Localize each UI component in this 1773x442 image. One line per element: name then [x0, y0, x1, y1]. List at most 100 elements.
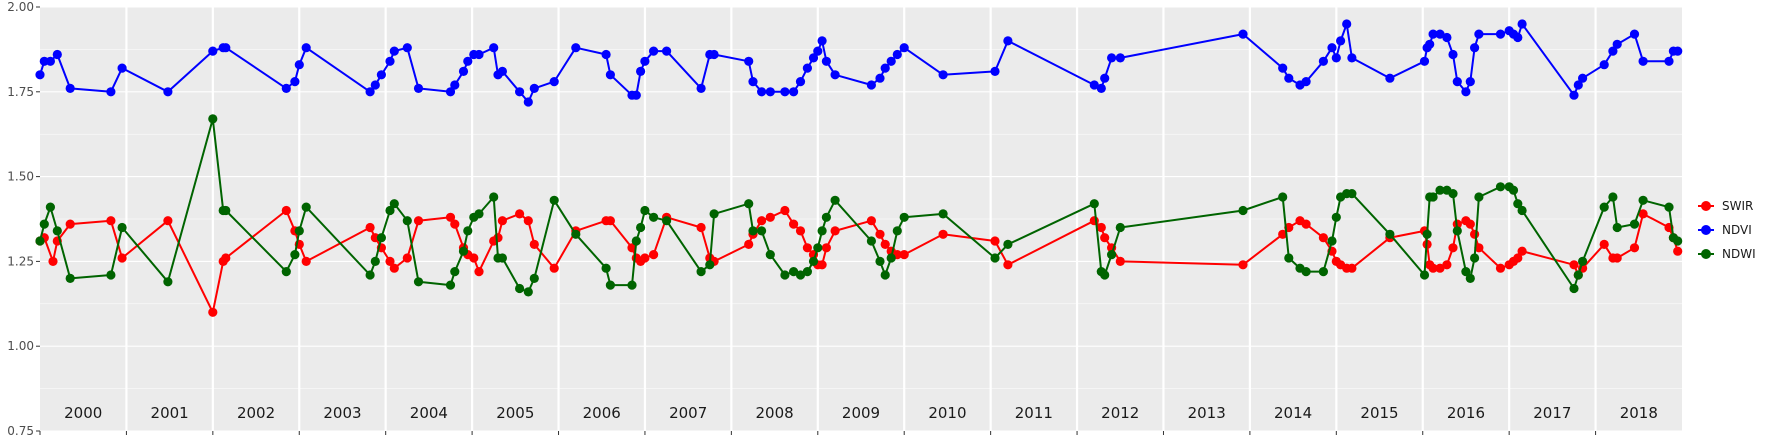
ndvi-point	[290, 77, 300, 87]
ndwi-point	[990, 253, 1000, 263]
ndvi-point	[1599, 60, 1609, 70]
ndwi-point	[1448, 189, 1458, 199]
ndvi-point	[1385, 73, 1395, 83]
ndwi-point	[529, 273, 539, 283]
swir-point	[765, 212, 775, 222]
series-layer	[35, 19, 1683, 317]
ndwi-point	[1673, 236, 1683, 246]
ndwi-point	[1573, 270, 1583, 280]
swir-point	[450, 219, 460, 229]
swir-point	[830, 226, 840, 236]
ndvi-point	[795, 77, 806, 87]
ndvi-point	[813, 46, 823, 56]
ndwi-point	[65, 273, 75, 283]
ndwi-point	[1612, 222, 1622, 233]
ndvi-point	[1003, 36, 1013, 46]
ndvi-point	[1425, 39, 1435, 49]
ndwi-point	[106, 270, 116, 280]
ndwi-point	[1100, 270, 1110, 280]
swir-point	[1318, 233, 1328, 243]
ndwi-point	[705, 260, 715, 270]
ndvi-point	[1318, 56, 1328, 66]
swir-point	[1100, 233, 1110, 243]
swir-point	[1465, 219, 1475, 229]
swir-point	[1612, 253, 1622, 263]
swir-point	[696, 222, 706, 233]
swir-point	[1115, 256, 1125, 266]
ndvi-point	[376, 70, 386, 80]
swir-point	[1096, 222, 1106, 233]
legend-item-ndvi: NDVI	[1698, 223, 1752, 237]
swir-point	[1569, 260, 1579, 270]
ndvi-point	[1089, 80, 1099, 90]
swir-point	[365, 222, 375, 233]
ndvi-point	[802, 63, 813, 73]
ndwi-point	[757, 226, 767, 236]
ndwi-point	[370, 256, 380, 266]
swir-point	[163, 216, 173, 226]
year-label: 2007	[669, 404, 707, 422]
ndvi-point	[1096, 83, 1106, 93]
ndvi-point	[221, 43, 231, 53]
legend-key-point	[1701, 249, 1711, 259]
ndwi-point	[1327, 236, 1337, 246]
ndvi-point	[1629, 29, 1640, 39]
major-gridlines	[40, 6, 1682, 432]
ndvi-point	[1419, 56, 1430, 66]
swir-point	[1301, 219, 1311, 229]
ndwi-point	[1517, 205, 1527, 216]
year-label: 2001	[151, 404, 189, 422]
swir-point	[1428, 263, 1438, 273]
y-tick-label: 1.25	[7, 254, 34, 268]
ndvi-point	[1278, 63, 1288, 73]
ndwi-point	[515, 283, 525, 294]
ndwi-point	[899, 212, 909, 222]
ndvi-point	[1435, 29, 1445, 39]
swir-point	[802, 243, 813, 253]
ndvi-point	[489, 43, 499, 53]
ndwi-point	[450, 267, 460, 277]
ndwi-point	[1284, 253, 1294, 263]
ndwi-point	[649, 212, 659, 222]
ndvi-point	[117, 63, 127, 73]
ndvi-point	[515, 87, 525, 97]
ndwi-point	[627, 280, 637, 290]
swir-point	[757, 216, 767, 226]
ndvi-point	[1465, 77, 1475, 87]
swir-point	[990, 236, 1000, 246]
swir-point	[1089, 216, 1099, 226]
year-label: 2004	[410, 404, 448, 422]
ndvi-point	[1107, 53, 1117, 63]
ndwi-point	[748, 226, 758, 236]
ndwi-point	[35, 236, 45, 246]
ndvi-point	[696, 83, 706, 93]
ndvi-point	[821, 56, 832, 66]
y-tick-label: 1.50	[7, 170, 34, 184]
swir-point	[795, 226, 806, 236]
ndwi-point	[696, 267, 706, 277]
ndwi-point	[1629, 219, 1640, 229]
legend-label: NDVI	[1722, 223, 1752, 237]
year-label: 2000	[64, 404, 102, 422]
ndwi-point	[163, 277, 173, 287]
ndvi-point	[402, 43, 412, 53]
ndvi-point	[990, 66, 1000, 76]
y-axis: 0.75 1.00 1.25 1.50 1.75 2.00	[7, 0, 40, 438]
ndvi-point	[605, 70, 616, 80]
y-tick-label: 0.75	[7, 424, 34, 438]
ndwi-point	[875, 256, 885, 266]
ndwi-point	[445, 280, 456, 290]
ndvi-point	[365, 87, 375, 97]
ndvi-point	[389, 46, 399, 56]
swir-point	[866, 216, 877, 226]
swir-point	[899, 250, 909, 260]
swir-point	[1435, 263, 1445, 273]
year-label: 2002	[237, 404, 275, 422]
swir-point	[780, 205, 790, 216]
ndvi-point	[523, 97, 533, 107]
swir-point	[529, 239, 539, 249]
ndwi-point	[789, 267, 799, 277]
ndwi-point	[765, 250, 775, 260]
ndwi-point	[52, 226, 62, 236]
swir-point	[385, 256, 395, 266]
